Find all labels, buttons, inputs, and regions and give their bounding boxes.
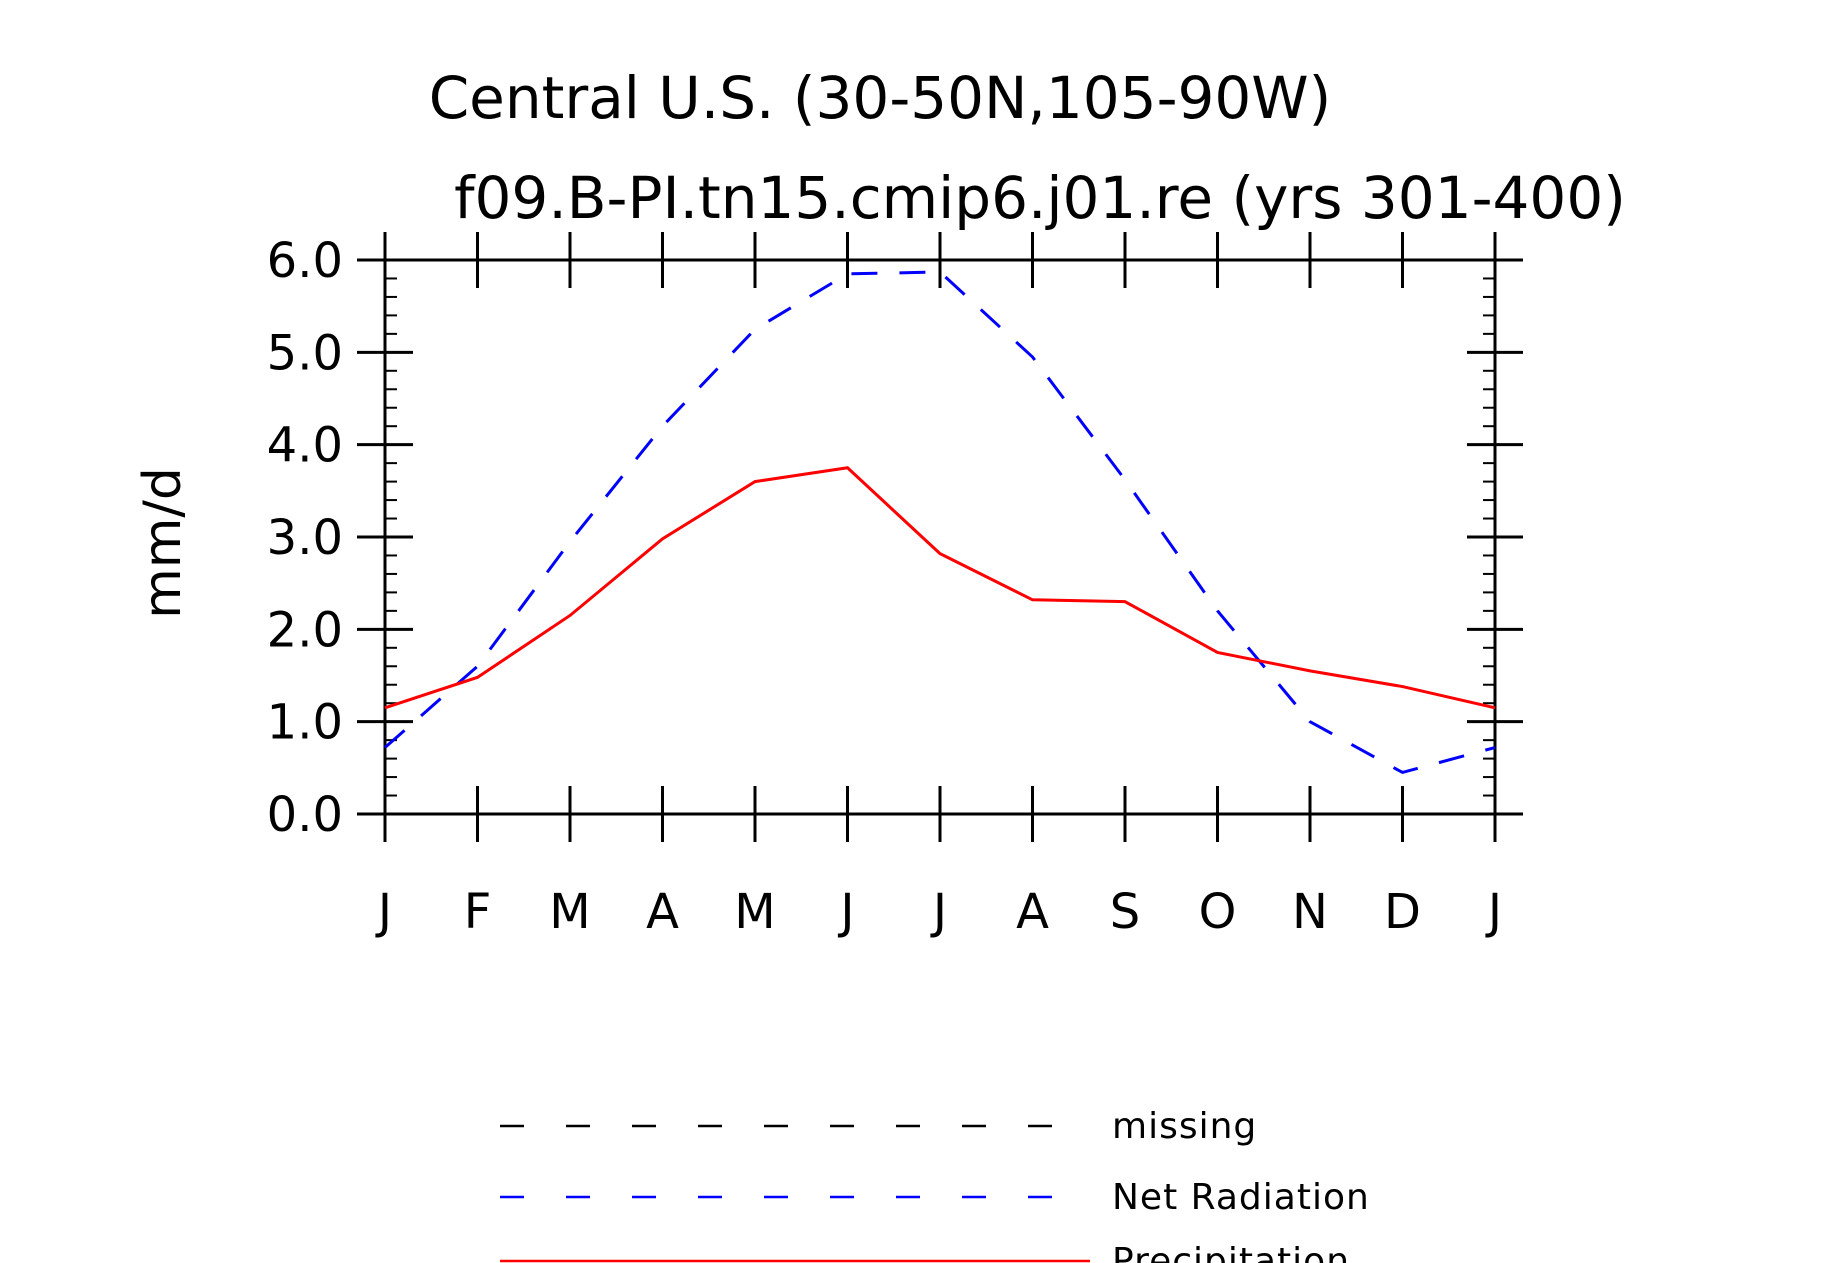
x-tick-label: J xyxy=(930,884,947,940)
x-tick-label: M xyxy=(549,884,590,940)
y-tick-label: 2.0 xyxy=(267,602,343,658)
x-tick-label: N xyxy=(1292,884,1328,940)
y-tick-label: 6.0 xyxy=(267,233,343,289)
legend: missing Net Radiation Precipitation xyxy=(500,1106,1370,1263)
x-tick-label: J xyxy=(1485,884,1502,940)
y-axis-label: mm/d xyxy=(133,467,193,619)
x-tick-label: S xyxy=(1110,884,1140,940)
x-tick-label: J xyxy=(375,884,392,940)
x-tick-label: F xyxy=(464,884,492,940)
legend-label: Precipitation xyxy=(1112,1241,1350,1263)
y-tick-label: 5.0 xyxy=(267,325,343,381)
y-tick-label: 0.0 xyxy=(267,787,343,843)
chart-subtitle: f09.B-PI.tn15.cmip6.j01.re (yrs 301-400) xyxy=(454,164,1626,232)
x-tick-label: M xyxy=(734,884,775,940)
x-tick-label: D xyxy=(1384,884,1421,940)
x-tick-label: J xyxy=(837,884,854,940)
legend-label: Net Radiation xyxy=(1112,1177,1370,1218)
legend-label: missing xyxy=(1112,1106,1257,1147)
x-tick-label: O xyxy=(1199,884,1237,940)
series-line-net-radiation xyxy=(384,270,1496,775)
y-tick-labels: 0.0 1.0 2.0 3.0 4.0 5.0 6.0 xyxy=(267,233,343,843)
series-line-precipitation xyxy=(384,466,1496,710)
chart-title: Central U.S. (30-50N,105-90W) xyxy=(429,64,1332,132)
major-ticks xyxy=(357,232,1523,842)
y-tick-label: 1.0 xyxy=(267,695,343,751)
x-tick-label: A xyxy=(1016,884,1049,940)
series-lines xyxy=(384,270,1496,775)
x-tick-label: A xyxy=(646,884,679,940)
y-tick-label: 4.0 xyxy=(267,418,343,474)
y-tick-label: 3.0 xyxy=(267,510,343,566)
